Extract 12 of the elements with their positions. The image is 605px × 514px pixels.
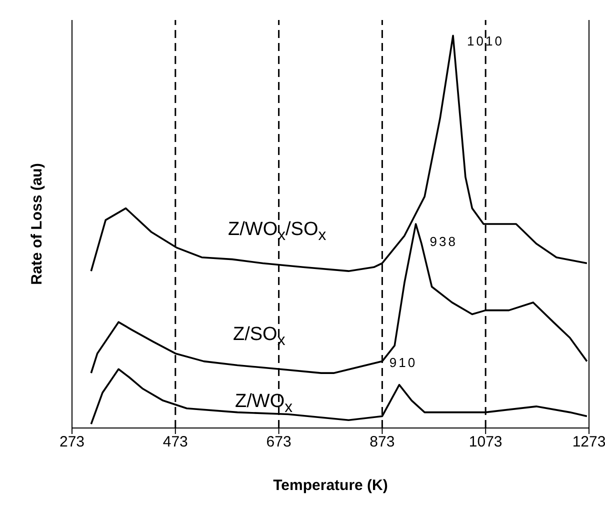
x-tick-label: 1273 <box>572 434 605 451</box>
x-tick-label: 273 <box>59 434 85 451</box>
x-tick-label: 873 <box>370 434 395 451</box>
x-axis-title: Temperature (K) <box>273 477 388 494</box>
annotation: 938 <box>430 234 458 249</box>
y-axis-title: Rate of Loss (au) <box>28 163 46 285</box>
x-tick-label: 1073 <box>468 434 502 451</box>
series-label: Z/WO$_{x}$ <box>235 391 293 417</box>
x-tick-label: 673 <box>266 434 292 451</box>
annotation: 1010 <box>467 34 504 49</box>
x-tick-label: 473 <box>162 434 188 451</box>
annotation: 910 <box>389 354 418 370</box>
